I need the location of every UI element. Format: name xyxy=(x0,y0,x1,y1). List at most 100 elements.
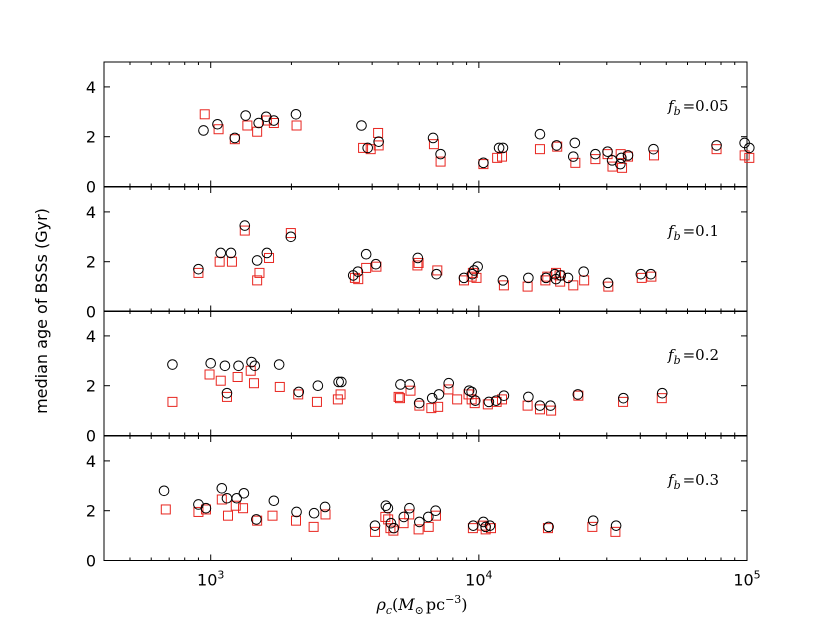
data-point-circle xyxy=(395,379,406,390)
panel-frame xyxy=(103,435,748,561)
panel-label: fb =0.3 xyxy=(667,471,719,492)
data-point-square xyxy=(404,509,415,520)
y-axis-label: median age of BSSs (Gyr) xyxy=(32,208,51,414)
data-point-circle xyxy=(616,152,627,164)
y-tick-label: 4 xyxy=(86,203,96,222)
data-point-circle xyxy=(602,277,614,289)
data-point-circle xyxy=(221,387,233,399)
data-point-circle xyxy=(423,511,434,523)
data-point-square xyxy=(607,161,618,172)
data-point-square xyxy=(215,375,226,386)
data-point-circle xyxy=(567,151,579,162)
data-point-circle xyxy=(490,395,502,406)
data-point-square xyxy=(452,394,463,405)
data-point-square xyxy=(373,140,384,151)
data-point-square xyxy=(587,521,598,532)
data-point-circle xyxy=(382,502,394,514)
x-axis-label-sub: c xyxy=(386,604,392,617)
data-point-circle xyxy=(493,142,505,154)
data-point-circle xyxy=(285,231,297,243)
data-point-square xyxy=(413,257,424,268)
data-point-square xyxy=(414,400,425,411)
data-point-circle xyxy=(602,146,613,157)
data-point-circle xyxy=(212,118,223,130)
x-axis-label-close: ) xyxy=(461,595,467,614)
panel-frame xyxy=(103,310,748,436)
data-point-circle xyxy=(219,360,231,372)
y-tick-label: 2 xyxy=(86,128,96,147)
data-point-circle xyxy=(404,379,415,390)
y-tick-label: 2 xyxy=(86,253,96,272)
data-point-square xyxy=(405,385,416,396)
data-point-square xyxy=(264,252,275,263)
data-point-square xyxy=(349,272,360,283)
y-tick-label: 2 xyxy=(86,502,96,521)
data-point-square xyxy=(239,225,250,236)
data-point-circle xyxy=(431,268,442,280)
data-point-circle xyxy=(398,511,410,523)
data-point-circle xyxy=(497,275,509,286)
panel-2: 0 2 4 fb =0.1 xyxy=(86,186,748,322)
data-point-circle xyxy=(484,520,496,531)
data-point-circle xyxy=(370,258,382,270)
data-point-square xyxy=(238,503,249,514)
data-point-circle xyxy=(615,158,626,170)
data-point-square xyxy=(426,403,437,414)
data-point-circle xyxy=(385,517,397,529)
data-point-circle xyxy=(412,252,424,264)
data-point-square xyxy=(308,521,319,532)
data-point-circle xyxy=(562,272,574,284)
y-tick-label: 2 xyxy=(86,377,96,396)
panel-label: fb =0.2 xyxy=(667,346,719,367)
data-point-circle xyxy=(319,501,331,513)
data-point-square xyxy=(370,526,381,537)
data-point-circle xyxy=(578,266,589,277)
data-point-circle xyxy=(523,272,534,284)
data-point-circle xyxy=(238,487,250,499)
data-point-circle xyxy=(427,132,439,144)
data-point-square xyxy=(193,267,204,278)
x-axis-label-sun: ⊙ xyxy=(415,604,424,617)
data-point-square xyxy=(199,109,210,120)
data-point-circle xyxy=(231,492,242,504)
data-point-circle xyxy=(534,400,546,411)
data-point-circle xyxy=(273,359,285,370)
data-point-circle xyxy=(312,380,324,392)
data-point-circle xyxy=(240,110,251,121)
data-point-square xyxy=(443,384,454,395)
data-point-circle xyxy=(225,247,237,259)
data-point-square xyxy=(522,400,533,411)
data-point-square xyxy=(579,275,590,286)
data-point-square xyxy=(602,149,613,160)
x-axis-label-open: ( xyxy=(392,595,398,614)
data-point-square xyxy=(393,391,404,402)
data-point-square xyxy=(498,280,509,291)
data-point-square xyxy=(221,391,232,402)
panel-frame xyxy=(103,186,748,312)
data-point-circle xyxy=(352,266,364,277)
data-point-circle xyxy=(251,255,263,266)
data-point-circle xyxy=(221,492,233,504)
data-point-circle xyxy=(414,516,425,528)
data-point-circle xyxy=(543,521,554,533)
data-point-circle xyxy=(198,125,209,136)
data-point-square xyxy=(291,120,302,131)
data-point-circle xyxy=(290,108,302,120)
data-point-square xyxy=(285,228,296,239)
data-point-square xyxy=(320,509,331,520)
data-point-square xyxy=(380,511,391,522)
panel-4: 0 2 4 fb =0.3 xyxy=(86,435,748,571)
data-point-square xyxy=(423,521,434,532)
data-point-circle xyxy=(200,502,212,514)
data-point-square xyxy=(222,510,233,521)
data-point-circle xyxy=(478,157,489,169)
data-point-circle xyxy=(356,120,367,131)
x-axis-label-unit: pc xyxy=(426,595,445,614)
data-point-square xyxy=(570,157,581,168)
data-point-circle xyxy=(545,400,556,411)
data-point-square xyxy=(311,396,322,407)
data-point-circle xyxy=(590,148,601,160)
data-point-circle xyxy=(497,142,509,154)
data-point-square xyxy=(232,371,243,382)
data-point-circle xyxy=(430,505,441,517)
